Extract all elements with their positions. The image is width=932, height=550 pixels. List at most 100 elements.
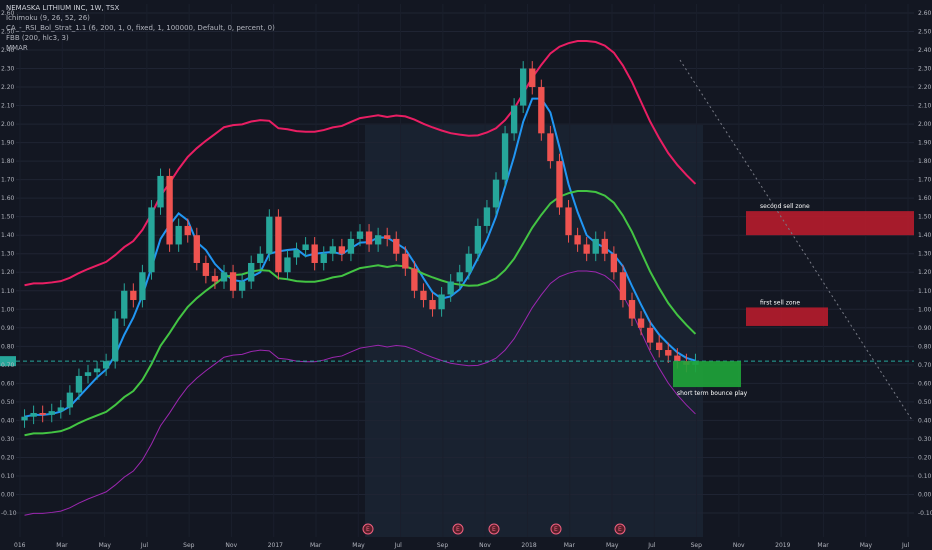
bollinger-upper <box>24 40 697 287</box>
y-tick-label-left: 1.80 <box>1 158 15 165</box>
earnings-marker <box>452 523 464 535</box>
candle-body <box>447 281 454 295</box>
candle-body <box>583 244 590 254</box>
x-tick-label: May <box>860 542 873 549</box>
candle-body <box>157 175 164 208</box>
indicator-legend: NEMASKA LITHIUM INC, 1W, TSX Ichimoku (9… <box>6 3 275 53</box>
y-tick-label-left: 0.20 <box>1 454 15 461</box>
candle-body <box>284 257 291 273</box>
bollinger-lower <box>24 270 696 516</box>
legend-fbb: FBB (200, hlc3, 3) <box>6 34 69 42</box>
candle-body <box>148 207 155 273</box>
legend-mmar: MMAR <box>6 44 28 52</box>
x-tick-label: Mar <box>56 542 68 549</box>
earnings-label: E <box>456 526 460 533</box>
y-tick-label-left: 0.90 <box>1 325 15 332</box>
earnings-label: E <box>554 526 558 533</box>
y-tick-label: 0.30 <box>918 436 932 443</box>
x-tick-label: 2019 <box>775 542 790 549</box>
candle-body <box>393 238 400 254</box>
candle-body <box>130 290 137 301</box>
y-tick-label-left: 0.00 <box>1 491 15 498</box>
zone-box <box>746 307 828 326</box>
candle-body <box>529 68 536 88</box>
y-tick-label: 0.00 <box>918 491 932 498</box>
candle-body <box>565 207 572 236</box>
y-tick-label-left: 2.60 <box>1 10 15 17</box>
y-tick-label: 0.10 <box>918 473 932 480</box>
y-tick-label: 0.40 <box>918 417 932 424</box>
candle-body <box>166 175 173 245</box>
y-tick-label-left: 0.70 <box>1 362 15 369</box>
x-tick-label: 016 <box>14 542 26 549</box>
y-tick-label-left: 2.10 <box>1 103 15 110</box>
y-tick-label: 1.60 <box>918 195 932 202</box>
current-price-tag <box>0 356 16 367</box>
y-tick-label: 1.20 <box>918 269 932 276</box>
earnings-label: E <box>618 526 622 533</box>
legend-rsi-strategy: CA_-_RSI_Bol_Strat_1.1 (6, 200, 1, 0, fi… <box>6 24 275 32</box>
candle-body <box>39 412 46 415</box>
y-tick-label-left: 2.40 <box>1 47 15 54</box>
candle-body <box>356 231 364 239</box>
zone-box <box>673 361 741 388</box>
x-tick-label: Jul <box>901 542 910 549</box>
candle-body <box>465 253 472 273</box>
y-tick-label-left: 0.50 <box>1 399 15 406</box>
candle-body <box>610 253 618 273</box>
candle-body <box>628 300 636 319</box>
y-tick-label-left: 1.70 <box>1 177 15 184</box>
candle-body <box>510 105 518 134</box>
candle-body <box>438 294 445 310</box>
x-tick-label: Mar <box>817 542 829 549</box>
earnings-marker <box>362 523 374 535</box>
candle-body <box>220 272 228 282</box>
y-tick-label: 1.00 <box>918 306 932 313</box>
trend-line <box>679 59 913 421</box>
candle-body <box>102 361 110 369</box>
y-tick-label: 0.90 <box>918 325 932 332</box>
candle-body <box>311 244 318 263</box>
candle-body <box>202 262 210 276</box>
candle-body <box>456 272 463 282</box>
candle-body <box>30 412 37 417</box>
candle-body <box>538 87 545 134</box>
earnings-marker <box>550 523 562 535</box>
candle-body <box>175 225 182 245</box>
candle-body <box>66 392 74 408</box>
y-tick-label: 1.90 <box>918 140 932 147</box>
candle-body <box>293 250 300 258</box>
candle-body <box>57 407 64 412</box>
candle-body <box>402 253 409 269</box>
earnings-marker <box>488 523 500 535</box>
x-tick-label: Mar <box>310 542 322 549</box>
candle-body <box>501 133 509 180</box>
y-tick-label-left: 0.60 <box>1 380 15 387</box>
candle-body <box>429 300 436 310</box>
y-tick-label: 2.30 <box>918 66 932 73</box>
x-tick-label: Mar <box>564 542 576 549</box>
candle-body <box>601 238 608 254</box>
zone-label: short term bounce play <box>677 390 748 397</box>
y-tick-label-left: 0.30 <box>1 436 15 443</box>
y-tick-label-left: 2.30 <box>1 66 15 73</box>
candle-body <box>229 272 237 291</box>
candle-body <box>665 350 672 356</box>
candle-body <box>384 235 391 239</box>
y-tick-label: 2.20 <box>918 84 932 91</box>
candle-body <box>184 225 191 236</box>
candle-body <box>329 246 336 254</box>
legend-title: NEMASKA LITHIUM INC, 1W, TSX <box>6 4 120 12</box>
candle-body <box>48 411 55 415</box>
y-tick-label-left: 1.00 <box>1 306 15 313</box>
candle-body <box>592 238 599 254</box>
y-tick-label: 2.50 <box>918 28 932 35</box>
y-tick-label-left: 0.80 <box>1 343 15 350</box>
y-tick-label: 1.10 <box>918 288 932 295</box>
y-tick-label: 0.80 <box>918 343 932 350</box>
candle-body <box>266 216 273 254</box>
candle-body <box>411 268 418 291</box>
zone-label: second sell zone <box>760 203 810 210</box>
candle-body <box>121 290 128 319</box>
